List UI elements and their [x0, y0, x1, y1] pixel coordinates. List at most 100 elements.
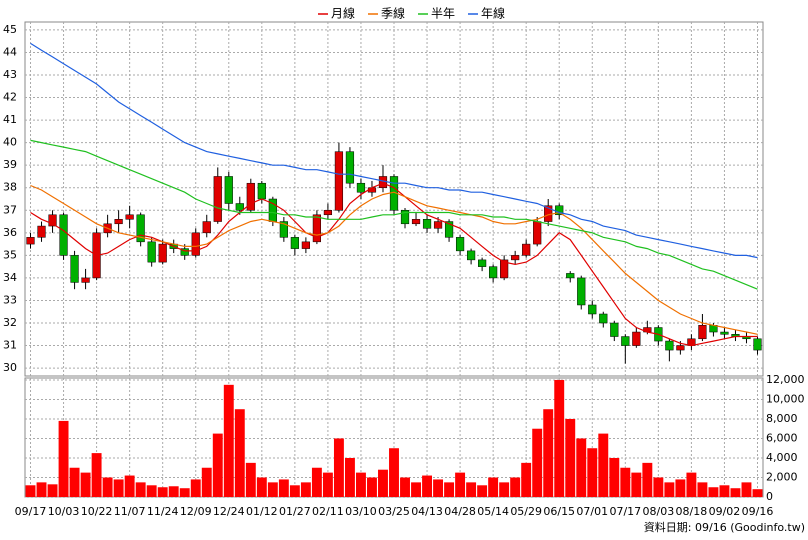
candle-body: [257, 182, 266, 200]
volume-bar: [477, 485, 488, 497]
candle-body: [48, 214, 57, 227]
candle-body: [323, 210, 333, 216]
x-tick-label: 06/15: [543, 505, 575, 518]
legend-label: 年線: [481, 6, 505, 21]
legend-label: 季線: [381, 6, 405, 21]
x-tick-label: 03/25: [378, 505, 410, 518]
candle-body: [444, 221, 454, 238]
volume-bar: [455, 472, 466, 497]
volume-bar: [653, 477, 664, 497]
volume-bar: [675, 479, 686, 497]
candle-body: [180, 248, 189, 256]
x-tick-label: 05/29: [510, 505, 542, 518]
candle-body: [478, 259, 487, 267]
volume-bar: [664, 482, 675, 497]
candle-body: [555, 205, 564, 216]
volume-bar: [433, 479, 444, 497]
volume-bar: [311, 467, 322, 497]
volume-bar: [190, 479, 201, 497]
volume-bar: [201, 467, 212, 497]
x-tick-label: 02/11: [312, 505, 344, 518]
candle-body: [356, 182, 366, 193]
volume-bar: [25, 485, 36, 497]
candle-body: [665, 340, 674, 351]
volume-bar: [598, 433, 609, 497]
x-tick-label: 08/03: [643, 505, 675, 518]
volume-bar: [554, 379, 565, 497]
candle-body: [334, 151, 344, 211]
volume-bar: [719, 485, 730, 497]
candle-body: [114, 219, 123, 225]
candle-body: [301, 241, 310, 249]
volume-bar: [91, 453, 102, 497]
candle-body: [345, 151, 355, 184]
volume-bar: [333, 438, 344, 497]
volume-bar: [47, 484, 58, 497]
volume-bar: [466, 482, 477, 497]
volume-bar: [741, 482, 752, 497]
volume-bar: [135, 482, 146, 497]
y-tick-label: 33: [3, 293, 17, 306]
volume-bar: [631, 472, 642, 497]
volume-bar: [245, 462, 256, 497]
volume-bar: [367, 477, 377, 497]
volume-bar: [422, 475, 433, 497]
x-tick-label: 12/09: [180, 505, 212, 518]
x-tick-label: 01/27: [279, 505, 311, 518]
candle-body: [577, 277, 586, 306]
candle-body: [466, 250, 476, 261]
candle-body: [290, 237, 299, 249]
ma-line: [30, 42, 758, 259]
volume-bar: [400, 477, 410, 497]
candle-body: [511, 255, 520, 261]
volume-bar: [256, 477, 267, 497]
candle-body: [632, 331, 641, 346]
y-tick-label: 43: [3, 68, 17, 81]
candle-body: [676, 345, 685, 351]
y-tick-label: 44: [3, 45, 17, 58]
data-date-note: 資料日期: 09/16 (Goodinfo.tw): [644, 520, 805, 534]
volume-bar: [36, 482, 47, 497]
volume-bar: [532, 428, 543, 497]
y-tick-label: 12,000: [766, 373, 805, 386]
x-tick-label: 09/17: [15, 505, 47, 518]
y-tick-label: 38: [3, 181, 17, 194]
volume-bar: [223, 384, 234, 497]
candle-body: [147, 241, 156, 263]
x-tick-label: 11/24: [147, 505, 179, 518]
y-tick-label: 34: [3, 271, 17, 284]
volume-bar: [697, 482, 708, 497]
candle-body: [158, 243, 167, 263]
volume-bar: [521, 462, 532, 497]
volume-bar: [609, 457, 620, 497]
volume-bar: [212, 433, 223, 497]
y-tick-label: 37: [3, 203, 17, 216]
candle-body: [136, 214, 145, 243]
candle-body: [422, 219, 432, 229]
candle-body: [489, 266, 498, 279]
x-tick-label: 03/10: [345, 505, 377, 518]
candle-body: [588, 304, 597, 315]
volume-bar: [289, 485, 300, 497]
y-tick-label: 6,000: [766, 431, 798, 444]
volume-bar: [322, 472, 333, 497]
volume-bar: [80, 472, 91, 497]
candle-body: [279, 221, 288, 238]
volume-bar: [179, 488, 190, 497]
candle-body: [400, 210, 410, 225]
candle-body: [246, 182, 255, 211]
candle-body: [213, 176, 222, 222]
candle-body: [125, 214, 134, 220]
volume-bar: [576, 438, 587, 497]
x-tick-label: 07/17: [609, 505, 641, 518]
candle-body: [411, 219, 421, 225]
volume-bar: [300, 482, 311, 497]
candle-body: [522, 243, 531, 256]
x-tick-label: 10/22: [81, 505, 113, 518]
candle-body: [455, 237, 465, 252]
volume-bar: [69, 467, 80, 497]
y-tick-label: 10,000: [766, 392, 805, 405]
y-tick-label: 2,000: [766, 470, 798, 483]
y-tick-label: 35: [3, 248, 17, 261]
candle-body: [235, 203, 244, 211]
